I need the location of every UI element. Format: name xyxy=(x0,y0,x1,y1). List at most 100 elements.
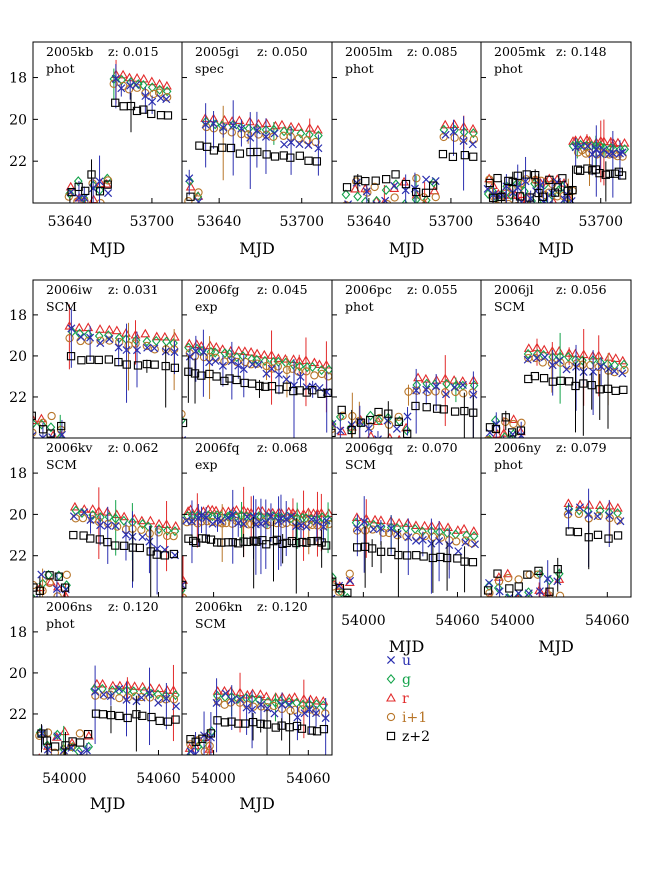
square-point xyxy=(617,171,627,180)
circle-point xyxy=(155,695,164,704)
circle-point xyxy=(348,411,357,421)
triangle-point xyxy=(191,339,202,348)
cross-point xyxy=(296,372,305,381)
x-tick-label: 53640 xyxy=(347,214,392,230)
y-tick-label: 20 xyxy=(9,349,27,365)
triangle-point xyxy=(170,520,181,530)
square-point xyxy=(353,543,362,552)
square-point xyxy=(515,192,525,201)
diamond-point xyxy=(595,505,605,516)
triangle-point xyxy=(154,78,165,88)
redshift-label: z: 0.055 xyxy=(407,282,458,297)
cross-point xyxy=(468,140,477,149)
cross-point xyxy=(362,187,371,196)
panel-2006kn: 2006kn z: 0.120 SCM 54000 54060 MJD xyxy=(181,596,333,813)
method-label: phot xyxy=(345,299,374,314)
diamond-point xyxy=(238,351,248,362)
triangle-point xyxy=(235,687,245,697)
circle-point xyxy=(142,341,151,351)
cross-point xyxy=(99,690,108,699)
cross-point xyxy=(201,120,210,129)
sn-name-label: 2006jl xyxy=(494,282,534,297)
x-axis-title: MJD xyxy=(239,239,275,258)
cross-point xyxy=(239,520,248,529)
panel-points xyxy=(184,672,330,755)
square-point xyxy=(343,588,352,597)
cross-point xyxy=(37,570,46,579)
square-point xyxy=(553,183,562,192)
panel-frame xyxy=(181,596,333,756)
square-point xyxy=(564,377,574,386)
cross-point xyxy=(555,356,564,365)
diamond-point xyxy=(169,338,178,349)
panel-points xyxy=(483,488,625,597)
square-point xyxy=(317,389,326,398)
square-point xyxy=(604,534,613,543)
x-axis-title: MJD xyxy=(538,637,574,656)
legend-item-triangle: r xyxy=(386,691,409,707)
square-point xyxy=(202,142,212,151)
circle-point xyxy=(104,519,113,528)
diamond-point xyxy=(296,128,306,139)
triangle-point xyxy=(140,328,151,338)
cross-point xyxy=(441,130,450,139)
square-point xyxy=(184,534,193,543)
method-label: phot xyxy=(494,457,523,472)
legend: ugr i+1 z+2 xyxy=(386,653,430,745)
cross-point xyxy=(82,746,91,755)
cross-point xyxy=(235,695,244,704)
diamond-point xyxy=(129,686,138,697)
circle-point xyxy=(310,371,319,380)
diamond-point xyxy=(391,179,401,190)
square-point xyxy=(87,170,96,179)
diamond-point xyxy=(279,126,289,137)
square-point xyxy=(218,143,227,152)
triangle-point xyxy=(62,590,70,597)
square-point xyxy=(69,530,78,540)
circle-point xyxy=(150,345,159,354)
circle-point xyxy=(450,133,459,142)
triangle-point xyxy=(311,695,322,705)
cross-point xyxy=(138,532,147,542)
diamond-point xyxy=(184,342,193,353)
square-point xyxy=(212,372,221,381)
x-tick-label: 53640 xyxy=(48,214,93,230)
triangle-point xyxy=(413,372,423,382)
square-point xyxy=(103,180,112,189)
cross-point xyxy=(52,584,61,594)
circle-point xyxy=(345,569,354,578)
redshift-label: z: 0.148 xyxy=(556,44,607,59)
diamond-point xyxy=(46,422,56,433)
square-point xyxy=(505,584,514,593)
cross-point xyxy=(191,347,200,356)
cross-point xyxy=(304,141,313,150)
square-point xyxy=(583,164,592,173)
square-point xyxy=(240,378,249,388)
square-point xyxy=(33,411,36,420)
diamond-point xyxy=(144,521,153,532)
triangle-point xyxy=(169,331,180,341)
circle-point xyxy=(484,436,492,438)
diamond-point xyxy=(162,86,172,97)
diamond-point xyxy=(500,432,510,438)
cross-point xyxy=(89,184,98,193)
triangle-point xyxy=(182,575,188,584)
diamond-point xyxy=(292,697,301,708)
cross-point xyxy=(248,360,257,369)
diamond-point xyxy=(233,694,243,705)
diamond-point xyxy=(295,361,304,372)
cross-point xyxy=(252,126,261,135)
diamond-point xyxy=(411,194,421,203)
square-point xyxy=(106,710,116,720)
cross-point xyxy=(442,390,451,399)
panel-2006fg: 2006fg z: 0.045 exp xyxy=(181,279,333,439)
cross-point xyxy=(605,511,614,520)
x-tick-label: 53640 xyxy=(496,214,541,230)
square-point xyxy=(545,175,554,184)
circle-point xyxy=(436,533,446,542)
panel-points xyxy=(182,486,332,597)
cross-point xyxy=(121,530,130,539)
triangle-point xyxy=(246,346,257,356)
circle-point xyxy=(75,729,85,738)
